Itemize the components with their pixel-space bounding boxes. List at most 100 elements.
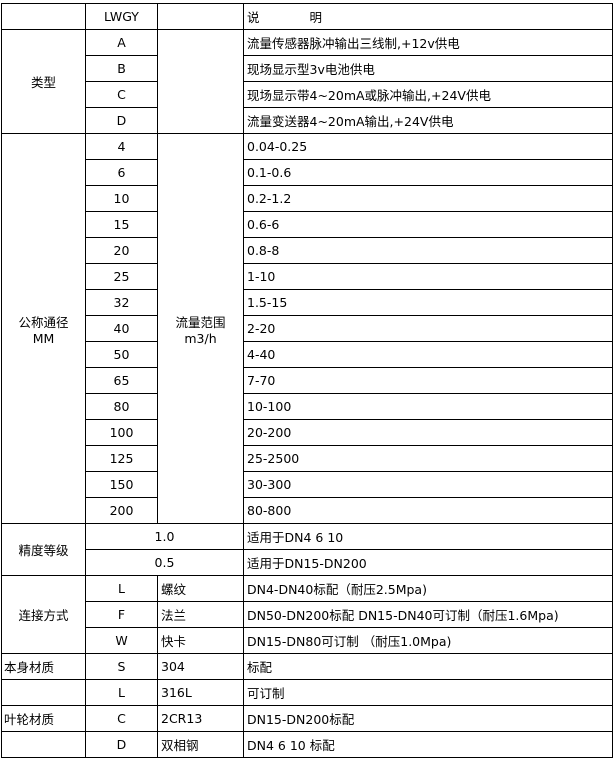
type-code: D: [85, 107, 158, 134]
type-label: 类型: [1, 29, 86, 134]
material-desc: 可订制: [243, 679, 613, 706]
diameter-value: 25: [85, 263, 158, 290]
header-row: LWGY 说 明: [1, 3, 613, 30]
accuracy-label: 精度等级: [1, 523, 86, 576]
material-name: 316L: [157, 679, 244, 706]
table-row: 15 0.6-6: [2, 211, 613, 238]
type-desc: 流量传感器脉冲输出三线制,+12v供电: [243, 29, 613, 56]
connection-label: 连接方式: [1, 575, 86, 654]
table-row: 125 25-2500: [2, 445, 613, 472]
table-row: D 双相钢 DN4 6 10 标配: [1, 731, 613, 758]
connection-name: 螺纹: [157, 575, 244, 602]
table-row: W 快卡 DN15-DN80可订制 （耐压1.0Mpa): [2, 627, 613, 654]
material-name: 304: [157, 653, 244, 680]
table-row: 连接方式 L 螺纹 DN4-DN40标配（耐压2.5Mpa): [1, 575, 613, 654]
diameter-value: 150: [85, 471, 158, 498]
desc-header: 说 明: [243, 3, 613, 30]
connection-code: F: [85, 601, 158, 628]
connection-code: W: [85, 627, 158, 654]
table-row: 本身材质 S 304 标配: [1, 653, 613, 680]
connection-desc: DN50-DN200标配 DN15-DN40可订制（耐压1.6Mpa): [243, 601, 613, 628]
flow-range-value: 0.2-1.2: [243, 185, 613, 212]
diameter-value: 6: [85, 159, 158, 186]
table-row: 40 2-20: [2, 315, 613, 342]
flow-range-value: 2-20: [243, 315, 613, 342]
table-row: C 现场显示带4~20mA或脉冲输出,+24V供电: [2, 81, 613, 108]
table-row: 10 0.2-1.2: [2, 185, 613, 212]
flow-range-value: 7-70: [243, 367, 613, 394]
table-row: 32 1.5-15: [2, 289, 613, 316]
flow-range-value: 25-2500: [243, 445, 613, 472]
table-row: 公称通径 MM 4 流量范围 m3/h 0.04-0.25: [1, 133, 613, 524]
table-row: 0.5 适用于DN15-DN200: [2, 549, 613, 576]
material-name: 2CR13: [157, 705, 244, 732]
table-row: 6 0.1-0.6: [2, 159, 613, 186]
diameter-value: 200: [85, 497, 158, 524]
table-row: D 流量变送器4~20mA输出,+24V供电: [2, 107, 613, 134]
type-desc: 现场显示带4~20mA或脉冲输出,+24V供电: [243, 81, 613, 108]
diameter-value: 15: [85, 211, 158, 238]
table-row: 150 30-300: [2, 471, 613, 498]
table-row: 精度等级 1.0 适用于DN4 6 10: [1, 523, 613, 576]
table-row: 100 20-200: [2, 419, 613, 446]
connection-name: 快卡: [157, 627, 244, 654]
table-row: 200 80-800: [2, 497, 613, 524]
material-code: S: [85, 653, 158, 680]
flow-range-value: 0.1-0.6: [243, 159, 613, 186]
material-name: 双相钢: [157, 731, 244, 758]
type-code: A: [85, 29, 158, 56]
connection-code: L: [85, 575, 158, 602]
flow-range-value: 80-800: [243, 497, 613, 524]
material-desc: 标配: [243, 653, 613, 680]
diameter-unit: MM: [32, 330, 55, 346]
diameter-value: 4: [85, 133, 158, 160]
table-row: 20 0.8-8: [2, 237, 613, 264]
table-row: 叶轮材质 C 2CR13 DN15-DN200标配: [1, 705, 613, 732]
material-code: C: [85, 705, 158, 732]
diameter-label: 公称通径 MM: [1, 133, 86, 524]
table-row: F 法兰 DN50-DN200标配 DN15-DN40可订制（耐压1.6Mpa): [2, 601, 613, 628]
type-code: C: [85, 81, 158, 108]
flow-range-value: 0.8-8: [243, 237, 613, 264]
body-material-label: 本身材质: [1, 653, 86, 680]
diameter-value: 40: [85, 315, 158, 342]
connection-desc: DN4-DN40标配（耐压2.5Mpa): [243, 575, 613, 602]
flow-range-label: 流量范围 m3/h: [157, 133, 244, 524]
flow-range-value: 0.04-0.25: [243, 133, 613, 160]
flow-range-value: 30-300: [243, 471, 613, 498]
connection-desc: DN15-DN80可订制 （耐压1.0Mpa): [243, 627, 613, 654]
flow-range-value: 0.6-6: [243, 211, 613, 238]
table-row: 50 4-40: [2, 341, 613, 368]
material-desc: DN4 6 10 标配: [243, 731, 613, 758]
flow-range-value: 4-40: [243, 341, 613, 368]
diameter-value: 20: [85, 237, 158, 264]
table-row: 25 1-10: [2, 263, 613, 290]
diameter-value: 10: [85, 185, 158, 212]
accuracy-grade: 1.0: [85, 523, 244, 550]
diameter-value: 65: [85, 367, 158, 394]
table-row: 80 10-100: [2, 393, 613, 420]
table-row: 65 7-70: [2, 367, 613, 394]
flow-range-value: 1.5-15: [243, 289, 613, 316]
diameter-value: 125: [85, 445, 158, 472]
model-header: LWGY: [85, 3, 158, 30]
diameter-value: 32: [85, 289, 158, 316]
connection-name: 法兰: [157, 601, 244, 628]
spec-table: LWGY 说 明 类型 A 流量传感器脉冲输出三线制,+12v供电 B 现场显示型…: [1, 3, 613, 758]
table-row: L 316L 可订制: [1, 679, 613, 706]
diameter-label-text: 公称通径: [18, 314, 69, 330]
table-row: B 现场显示型3v电池供电: [2, 55, 613, 82]
accuracy-desc: 适用于DN4 6 10: [243, 523, 613, 550]
material-code: D: [85, 731, 158, 758]
flow-range-value: 20-200: [243, 419, 613, 446]
flow-range-unit: m3/h: [184, 330, 217, 346]
impeller-material-label: 叶轮材质: [1, 705, 86, 732]
table-row: 类型 A 流量传感器脉冲输出三线制,+12v供电: [1, 29, 613, 134]
type-desc: 流量变送器4~20mA输出,+24V供电: [243, 107, 613, 134]
type-desc: 现场显示型3v电池供电: [243, 55, 613, 82]
accuracy-desc: 适用于DN15-DN200: [243, 549, 613, 576]
flow-range-value: 10-100: [243, 393, 613, 420]
flow-range-label-text: 流量范围: [175, 314, 226, 330]
diameter-value: 100: [85, 419, 158, 446]
type-code: B: [85, 55, 158, 82]
